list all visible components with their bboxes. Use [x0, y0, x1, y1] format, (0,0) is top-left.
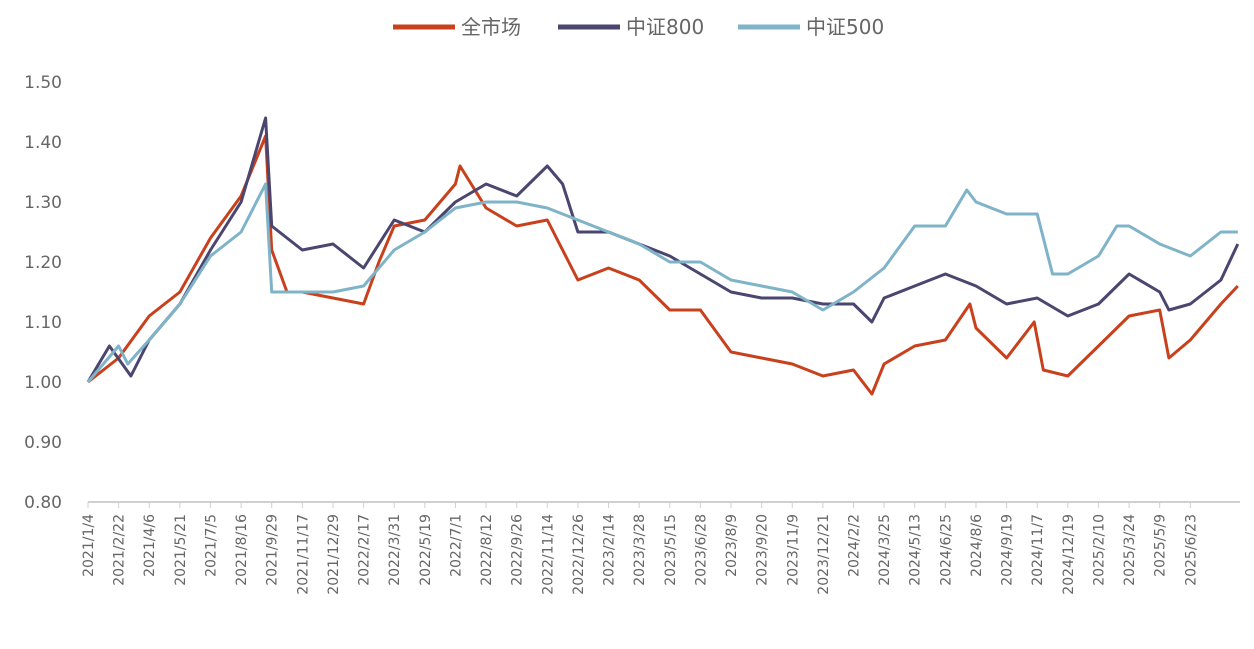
legend-label-1: 全市场: [461, 15, 521, 39]
series-line-3: [86, 182, 1238, 383]
x-tick-label: 2025/6/23: [1183, 514, 1199, 586]
y-tick-label: 1.30: [24, 193, 62, 213]
x-tick-label: 2022/9/26: [510, 514, 526, 586]
x-tick-label: 2022/8/12: [479, 514, 495, 586]
legend-label-2: 中证800: [626, 15, 704, 39]
series-line-1: [87, 134, 1239, 396]
x-tick-label: 2024/9/19: [1000, 514, 1016, 586]
series-line-2: [86, 116, 1240, 383]
x-tick-label: 2024/5/13: [908, 514, 924, 586]
x-tick-label: 2022/7/1: [448, 514, 464, 577]
x-tick-label: 2023/6/28: [693, 514, 709, 586]
x-tick-label: 2025/2/10: [1091, 514, 1107, 586]
x-tick-label: 2023/5/15: [663, 514, 679, 586]
x-tick-label: 2021/7/5: [203, 514, 219, 577]
x-tick-label: 2024/12/19: [1061, 514, 1077, 595]
x-tick-label: 2024/2/2: [847, 514, 863, 577]
x-tick-label: 2023/11/9: [785, 514, 801, 586]
y-tick-label: 1.00: [24, 373, 62, 393]
x-tick-label: 2021/4/6: [142, 514, 158, 577]
x-tick-label: 2021/1/4: [81, 514, 97, 577]
x-tick-label: 2023/12/21: [816, 514, 832, 595]
x-tick-label: 2021/11/17: [295, 514, 311, 595]
y-tick-label: 1.20: [24, 253, 62, 273]
legend-label-3: 中证500: [806, 15, 884, 39]
x-tick-label: 2021/12/29: [326, 514, 342, 595]
x-tick-label: 2022/12/26: [571, 514, 587, 595]
x-tick-label: 2024/11/7: [1030, 514, 1046, 586]
x-tick-label: 2023/2/14: [602, 514, 618, 586]
x-tick-label: 2025/5/9: [1153, 514, 1169, 577]
x-tick-label: 2024/8/6: [969, 514, 985, 577]
y-tick-label: 1.40: [24, 133, 62, 153]
x-tick-label: 2023/3/28: [632, 514, 648, 586]
x-tick-label: 2022/5/19: [418, 514, 434, 586]
x-tick-label: 2022/3/31: [387, 514, 403, 586]
y-tick-label: 1.50: [24, 73, 62, 93]
x-tick-label: 2021/2/22: [112, 514, 128, 586]
x-tick-label: 2022/2/17: [357, 514, 373, 586]
x-tick-label: 2021/8/16: [234, 514, 250, 586]
x-tick-label: 2025/3/24: [1122, 514, 1138, 586]
x-tick-label: 2022/11/14: [540, 514, 556, 595]
x-tick-label: 2024/3/25: [877, 514, 893, 586]
x-tick-label: 2023/9/20: [755, 514, 771, 586]
x-tick-label: 2024/6/25: [938, 514, 954, 586]
y-tick-label: 0.90: [24, 433, 62, 453]
x-tick-label: 2023/8/9: [724, 514, 740, 577]
y-tick-label: 0.80: [24, 493, 62, 513]
x-tick-label: 2021/5/21: [173, 514, 189, 586]
y-tick-label: 1.10: [24, 313, 62, 333]
x-tick-label: 2021/9/29: [265, 514, 281, 586]
